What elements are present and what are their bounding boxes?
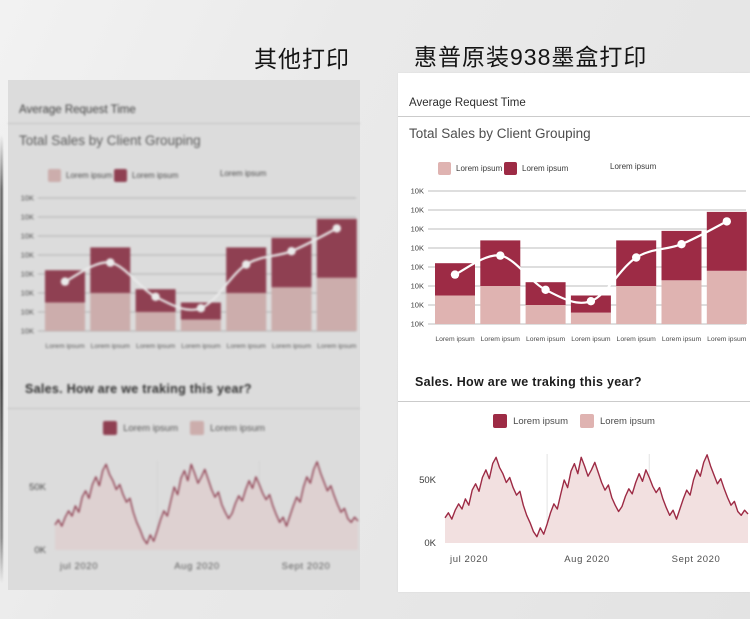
- svg-text:Lorem ipsum: Lorem ipsum: [435, 336, 475, 343]
- divider: [398, 401, 750, 402]
- stacked-bar-chart: 10K 10K 10K 10K 10K 10K 10K 10K Lorem ipsum Lorem…: [411, 187, 747, 343]
- svg-text:10K: 10K: [411, 206, 424, 215]
- legend-swatch-pink: [190, 421, 204, 435]
- legend-swatch-dark-red: [114, 169, 127, 182]
- divider: [398, 116, 750, 117]
- svg-text:Lorem ipsum: Lorem ipsum: [526, 336, 566, 343]
- report-page: Average Request Time Total Sales by Clie…: [8, 80, 360, 590]
- svg-text:10K: 10K: [411, 301, 424, 310]
- legend-label: Lorem ipsum: [66, 171, 113, 180]
- svg-text:Lorem ipsum: Lorem ipsum: [481, 336, 521, 343]
- svg-text:50K: 50K: [419, 475, 437, 486]
- svg-text:Sept 2020: Sept 2020: [282, 561, 331, 572]
- svg-text:10K: 10K: [411, 244, 424, 253]
- legend-item: Lorem ipsum: [220, 169, 266, 178]
- svg-text:Lorem ipsum: Lorem ipsum: [136, 343, 176, 350]
- svg-text:Lorem ipsum: Lorem ipsum: [662, 336, 702, 343]
- bar-chart-title: Total Sales by Client Grouping: [19, 133, 201, 148]
- area-chart-legend: Lorem ipsum Lorem ipsum: [398, 414, 750, 428]
- legend-item: Lorem ipsum: [610, 162, 656, 171]
- legend-label: Lorem ipsum: [600, 415, 655, 427]
- svg-text:10K: 10K: [411, 225, 424, 234]
- bar-chart-legend: Lorem ipsum Lorem ipsum Lorem ipsum: [8, 169, 360, 184]
- legend-label: Lorem ipsum: [132, 171, 179, 180]
- svg-text:Lorem ipsum: Lorem ipsum: [707, 336, 747, 343]
- svg-text:Lorem ipsum: Lorem ipsum: [181, 343, 221, 350]
- legend-item: Lorem ipsum: [504, 162, 568, 175]
- bar-chart-legend: Lorem ipsum Lorem ipsum Lorem ipsum: [398, 162, 750, 177]
- legend-label: Lorem ipsum: [522, 164, 569, 173]
- legend-label: Lorem ipsum: [123, 422, 178, 434]
- legend-item: Lorem ipsum: [190, 421, 265, 435]
- legend-item: Lorem ipsum: [493, 414, 568, 428]
- svg-text:Lorem ipsum: Lorem ipsum: [272, 343, 312, 350]
- svg-text:10K: 10K: [21, 308, 34, 317]
- page-edge-shadow: [0, 135, 3, 583]
- heading-other-print: 其他打印: [254, 46, 350, 72]
- svg-text:Lorem ipsum: Lorem ipsum: [617, 336, 657, 343]
- svg-text:Lorem ipsum: Lorem ipsum: [571, 336, 611, 343]
- report-page: Average Request Time Total Sales by Clie…: [398, 73, 750, 592]
- legend-swatch-dark-red: [103, 421, 118, 435]
- svg-text:Aug 2020: Aug 2020: [174, 561, 219, 572]
- svg-text:10K: 10K: [21, 251, 34, 260]
- svg-text:10K: 10K: [21, 270, 34, 279]
- area-chart-title: Sales. How are we traking this year?: [415, 375, 642, 389]
- svg-text:jul 2020: jul 2020: [449, 554, 488, 565]
- area-chart: 50K 0K jul 2020 Aug 2020 Sept 2020: [29, 461, 359, 572]
- legend-label: Lorem ipsum: [220, 169, 267, 178]
- svg-text:10K: 10K: [21, 232, 34, 241]
- legend-item: Lorem ipsum: [103, 421, 178, 435]
- area-chart: 50K 0K jul 2020 Aug 2020 Sept 2020: [419, 454, 749, 565]
- legend-swatch-pink: [580, 414, 594, 428]
- svg-text:jul 2020: jul 2020: [59, 561, 98, 572]
- svg-text:Lorem ipsum: Lorem ipsum: [227, 343, 267, 350]
- svg-text:Lorem ipsum: Lorem ipsum: [317, 343, 357, 350]
- legend-item: Lorem ipsum: [580, 414, 655, 428]
- panel-other-print-faded: Average Request Time Total Sales by Clie…: [8, 80, 360, 590]
- legend-swatch-dark-red: [493, 414, 508, 428]
- legend-swatch-pink: [438, 162, 451, 175]
- bar-chart-title: Total Sales by Client Grouping: [409, 126, 591, 141]
- svg-text:10K: 10K: [411, 263, 424, 272]
- svg-text:10K: 10K: [21, 289, 34, 298]
- svg-text:10K: 10K: [411, 320, 424, 329]
- svg-text:50K: 50K: [29, 482, 47, 493]
- area-chart-legend: Lorem ipsum Lorem ipsum: [8, 421, 360, 435]
- heading-hp-938-print: 惠普原装938墨盒打印: [414, 44, 648, 70]
- report-title: Average Request Time: [409, 97, 526, 109]
- svg-text:Aug 2020: Aug 2020: [564, 554, 609, 565]
- area-chart-title: Sales. How are we traking this year?: [25, 382, 252, 396]
- svg-text:Sept 2020: Sept 2020: [672, 554, 721, 565]
- svg-text:10K: 10K: [21, 194, 34, 203]
- svg-text:10K: 10K: [21, 213, 34, 222]
- legend-label: Lorem ipsum: [210, 422, 265, 434]
- panel-hp-original-print: Average Request Time Total Sales by Clie…: [398, 73, 750, 592]
- svg-text:Lorem ipsum: Lorem ipsum: [91, 343, 131, 350]
- divider: [8, 408, 360, 409]
- svg-text:Lorem ipsum: Lorem ipsum: [45, 343, 85, 350]
- svg-text:0K: 0K: [34, 545, 46, 556]
- divider: [8, 123, 360, 124]
- legend-swatch-dark-red: [504, 162, 517, 175]
- svg-text:10K: 10K: [411, 282, 424, 291]
- stacked-bar-chart: 10K 10K 10K 10K 10K 10K 10K 10K Lorem ipsum Lorem…: [21, 194, 357, 350]
- legend-item: Lorem ipsum: [114, 169, 178, 182]
- legend-label: Lorem ipsum: [610, 162, 657, 171]
- legend-swatch-pink: [48, 169, 61, 182]
- legend-item: Lorem ipsum: [48, 169, 112, 182]
- report-title: Average Request Time: [19, 104, 136, 116]
- legend-item: Lorem ipsum: [438, 162, 502, 175]
- svg-text:10K: 10K: [411, 187, 424, 196]
- legend-label: Lorem ipsum: [513, 415, 568, 427]
- svg-text:10K: 10K: [21, 327, 34, 336]
- svg-text:0K: 0K: [424, 538, 436, 549]
- legend-label: Lorem ipsum: [456, 164, 503, 173]
